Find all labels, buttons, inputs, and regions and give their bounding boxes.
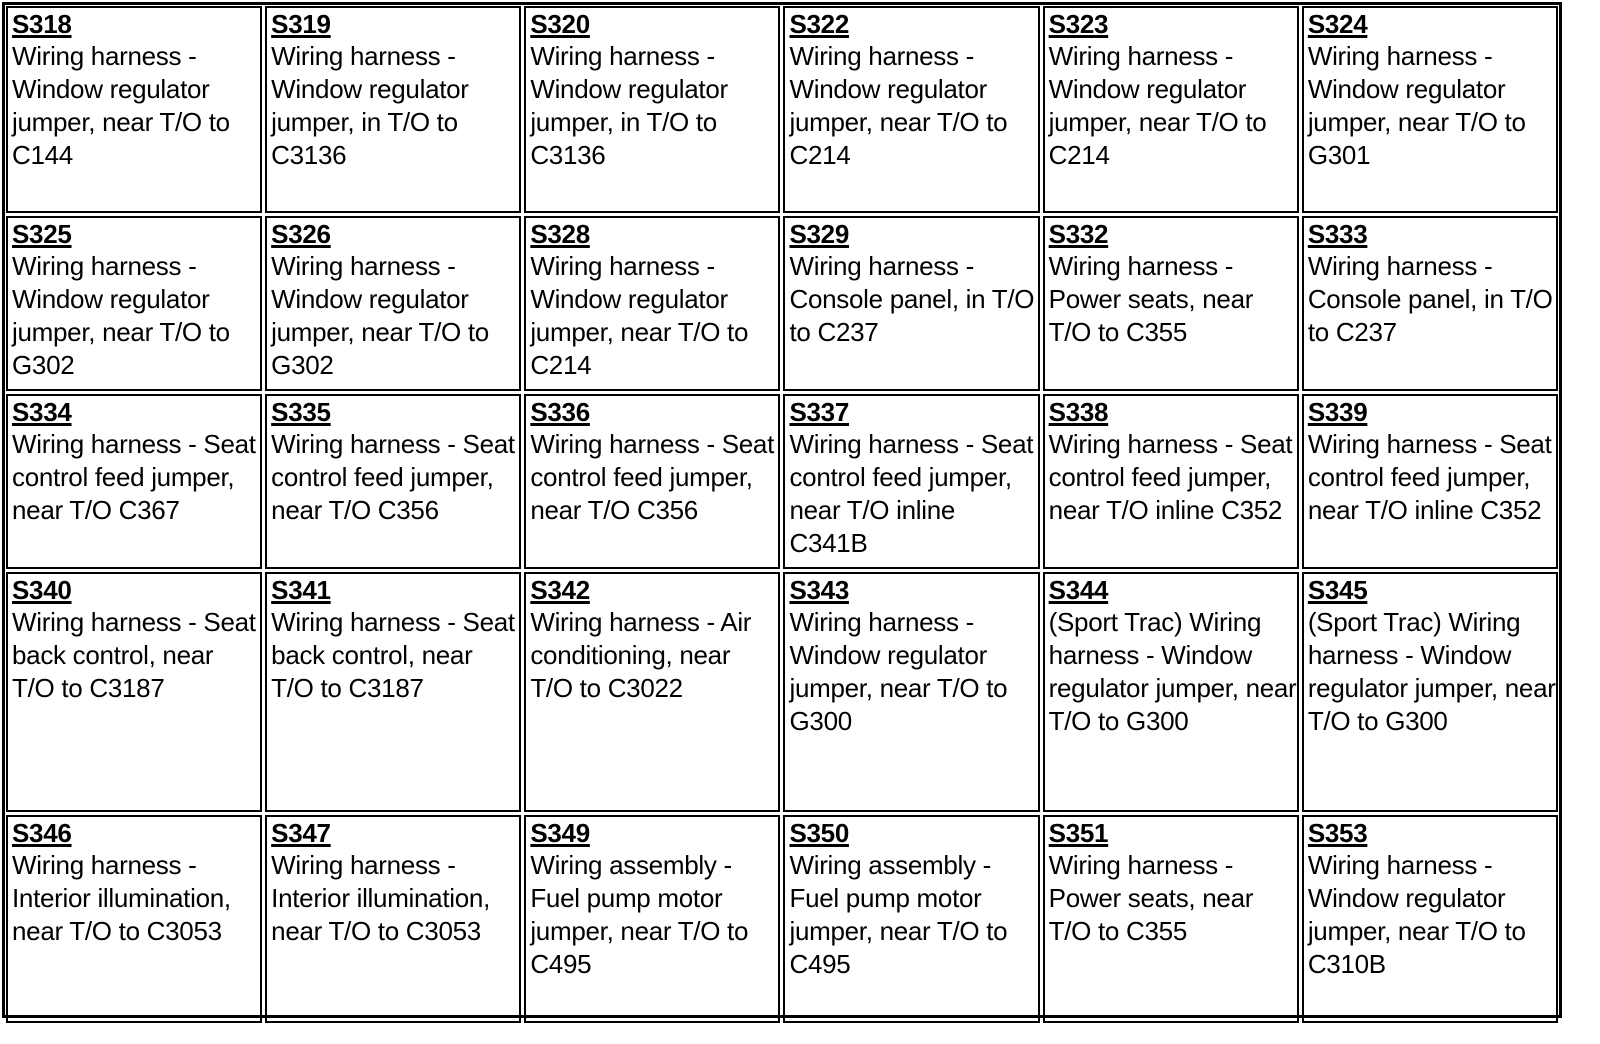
splice-cell: S328 Wiring harness - Window regulator ju… xyxy=(524,216,781,391)
splice-cell: S353 Wiring harness - Window regulator ju… xyxy=(1301,815,1558,1023)
splice-description: Wiring harness - Window regulator jumper… xyxy=(789,41,1008,170)
splice-cell: S322 Wiring harness - Window regulator ju… xyxy=(783,6,1040,213)
splice-id: S340 xyxy=(12,575,72,605)
splice-id: S334 xyxy=(12,397,72,427)
splice-cell: S349 Wiring assembly - Fuel pump motor ju… xyxy=(524,815,781,1023)
splice-id: S344 xyxy=(1048,575,1109,605)
splice-description: Wiring harness - Seat back control, near… xyxy=(12,607,256,703)
splice-cell: S324 Wiring harness - Window regulator ju… xyxy=(1301,6,1558,213)
splice-id: S319 xyxy=(271,9,331,39)
splice-id: S351 xyxy=(1048,818,1109,848)
splice-cell: S320 Wiring harness - Window regulator ju… xyxy=(524,6,781,213)
splice-id: S336 xyxy=(530,397,590,427)
splice-id: S318 xyxy=(12,9,72,39)
splice-cell: S339 Wiring harness - Seat control feed j… xyxy=(1301,394,1558,569)
splice-description: Wiring harness - Console panel, in T/O t… xyxy=(1307,251,1553,347)
splice-cell: S338 Wiring harness - Seat control feed j… xyxy=(1042,394,1299,569)
splice-description: Wiring harness - Power seats, near T/O t… xyxy=(1048,850,1254,946)
splice-description: Wiring harness - Window regulator jumper… xyxy=(530,251,749,380)
splice-description: Wiring harness - Seat control feed jumpe… xyxy=(12,429,256,525)
splice-cell: S350 Wiring assembly - Fuel pump motor ju… xyxy=(783,815,1040,1023)
splice-cell: S323 Wiring harness - Window regulator ju… xyxy=(1042,6,1299,213)
splice-cell: S325 Wiring harness - Window regulator ju… xyxy=(6,216,263,391)
splice-description: Wiring assembly - Fuel pump motor jumper… xyxy=(789,850,1008,979)
splice-cell: S333 Wiring harness - Console panel, in T… xyxy=(1301,216,1558,391)
splice-description: Wiring harness - Console panel, in T/O t… xyxy=(789,251,1035,347)
splice-description: Wiring harness - Seat back control, near… xyxy=(271,607,515,703)
splice-id: S325 xyxy=(12,219,72,249)
splice-cell: S342 Wiring harness - Air conditioning, n… xyxy=(524,572,781,812)
splice-id: S332 xyxy=(1048,219,1109,249)
splice-id: S346 xyxy=(12,818,72,848)
splice-description: Wiring harness - Air conditioning, near … xyxy=(530,607,752,703)
splice-id: S324 xyxy=(1307,9,1368,39)
splice-cell: S334 Wiring harness - Seat control feed j… xyxy=(6,394,263,569)
splice-description: Wiring harness - Power seats, near T/O t… xyxy=(1048,251,1254,347)
splice-cell: S344 (Sport Trac) Wiring harness - Window… xyxy=(1042,572,1299,812)
splice-description: Wiring harness - Window regulator jumper… xyxy=(1048,41,1267,170)
splice-id: S328 xyxy=(530,219,590,249)
splice-description: Wiring harness - Seat control feed jumpe… xyxy=(530,429,775,525)
splice-table: S318 Wiring harness - Window regulator ju… xyxy=(2,2,1562,1023)
splice-description: Wiring harness - Seat control feed jumpe… xyxy=(271,429,515,525)
splice-description: Wiring harness - Window regulator jumper… xyxy=(1307,41,1526,170)
splice-cell: S346 Wiring harness - Interior illuminati… xyxy=(6,815,263,1023)
splice-cell: S345 (Sport Trac) Wiring harness - Window… xyxy=(1301,572,1558,812)
splice-description: Wiring harness - Window regulator jumper… xyxy=(789,607,1008,736)
splice-cell: S347 Wiring harness - Interior illuminati… xyxy=(265,815,522,1023)
splice-description: Wiring harness - Seat control feed jumpe… xyxy=(789,429,1034,558)
splice-id: S337 xyxy=(789,397,850,427)
splice-id: S353 xyxy=(1307,818,1368,848)
splice-cell: S341 Wiring harness - Seat back control, … xyxy=(265,572,522,812)
splice-description: Wiring harness - Window regulator jumper… xyxy=(271,251,489,380)
splice-id: S322 xyxy=(789,9,850,39)
splice-id: S320 xyxy=(530,9,590,39)
splice-cell: S319 Wiring harness - Window regulator ju… xyxy=(265,6,522,213)
splice-description: Wiring harness - Seat control feed jumpe… xyxy=(1307,429,1552,525)
splice-description: Wiring harness - Seat control feed jumpe… xyxy=(1048,429,1293,525)
splice-cell: S336 Wiring harness - Seat control feed j… xyxy=(524,394,781,569)
splice-description: Wiring harness - Window regulator jumper… xyxy=(271,41,469,170)
splice-id: S339 xyxy=(1307,397,1368,427)
splice-description: Wiring assembly - Fuel pump motor jumper… xyxy=(530,850,749,979)
splice-cell: S337 Wiring harness - Seat control feed j… xyxy=(783,394,1040,569)
splice-description: Wiring harness - Window regulator jumper… xyxy=(530,41,728,170)
splice-id: S345 xyxy=(1307,575,1368,605)
splice-id: S335 xyxy=(271,397,331,427)
splice-id: S326 xyxy=(271,219,331,249)
splice-cell: S340 Wiring harness - Seat back control, … xyxy=(6,572,263,812)
splice-id: S342 xyxy=(530,575,590,605)
splice-cell: S318 Wiring harness - Window regulator ju… xyxy=(6,6,263,213)
splice-cell: S335 Wiring harness - Seat control feed j… xyxy=(265,394,522,569)
splice-description: (Sport Trac) Wiring harness - Window reg… xyxy=(1307,607,1556,736)
splice-id: S341 xyxy=(271,575,331,605)
splice-id: S350 xyxy=(789,818,850,848)
splice-id: S329 xyxy=(789,219,850,249)
splice-id: S349 xyxy=(530,818,590,848)
splice-id: S338 xyxy=(1048,397,1109,427)
splice-id: S333 xyxy=(1307,219,1368,249)
splice-cell: S351 Wiring harness - Power seats, near T… xyxy=(1042,815,1299,1023)
splice-description: Wiring harness - Window regulator jumper… xyxy=(1307,850,1526,979)
splice-cell: S343 Wiring harness - Window regulator ju… xyxy=(783,572,1040,812)
splice-id: S347 xyxy=(271,818,331,848)
splice-description: Wiring harness - Interior illumination, … xyxy=(12,850,231,946)
splice-cell: S329 Wiring harness - Console panel, in T… xyxy=(783,216,1040,391)
splice-description: Wiring harness - Window regulator jumper… xyxy=(12,251,230,380)
splice-description: Wiring harness - Interior illumination, … xyxy=(271,850,490,946)
splice-id: S323 xyxy=(1048,9,1109,39)
splice-cell: S332 Wiring harness - Power seats, near T… xyxy=(1042,216,1299,391)
splice-cell: S326 Wiring harness - Window regulator ju… xyxy=(265,216,522,391)
splice-id: S343 xyxy=(789,575,850,605)
splice-description: (Sport Trac) Wiring harness - Window reg… xyxy=(1048,607,1297,736)
splice-description: Wiring harness - Window regulator jumper… xyxy=(12,41,230,170)
